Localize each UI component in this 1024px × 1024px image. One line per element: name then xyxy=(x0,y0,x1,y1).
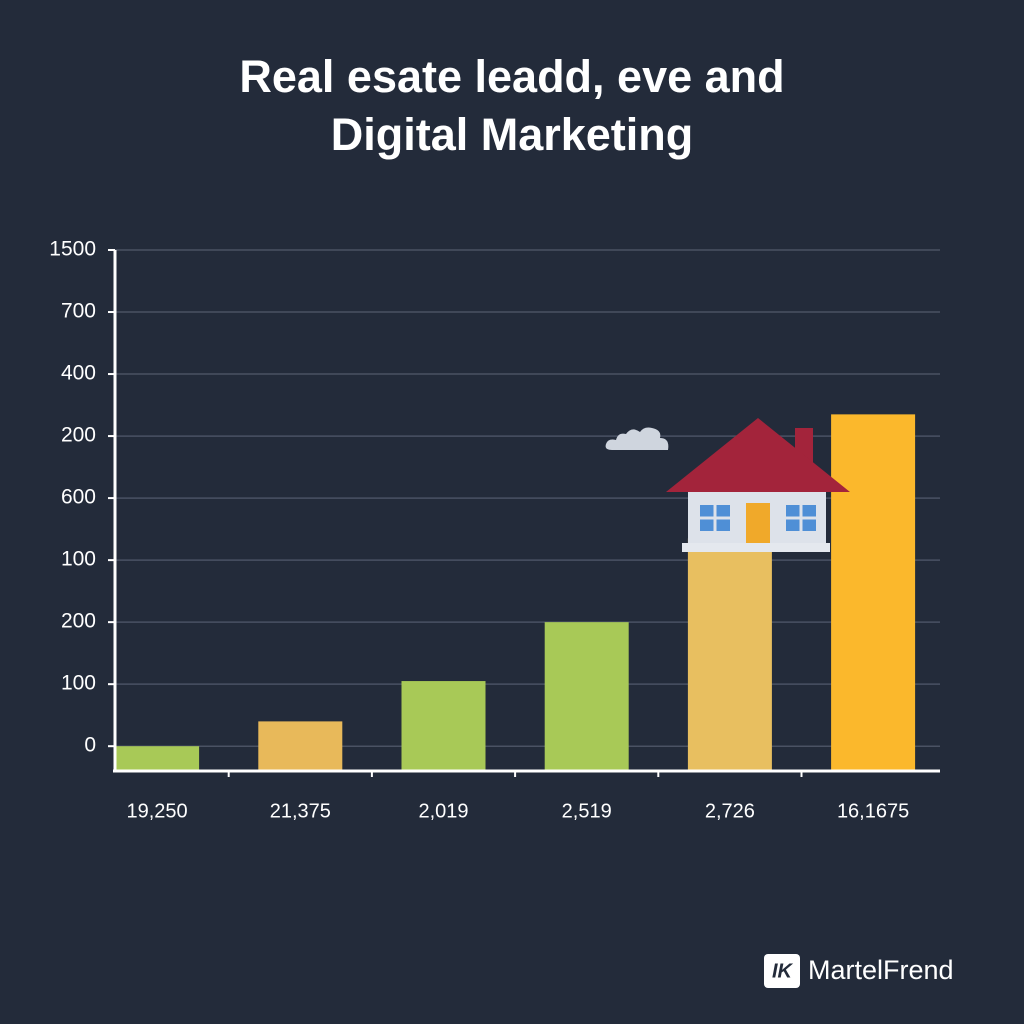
bar xyxy=(115,746,200,771)
x-tick-label: 2,519 xyxy=(562,800,612,822)
house xyxy=(605,418,850,552)
bar xyxy=(544,622,629,771)
bars xyxy=(115,414,916,771)
logo-name: MartelFrend xyxy=(808,955,954,985)
y-tick-label: 200 xyxy=(61,610,96,633)
y-tick-label: 200 xyxy=(61,424,96,447)
grid xyxy=(115,249,940,747)
y-tick-label: 400 xyxy=(61,362,96,385)
y-tick-label: 0 xyxy=(84,734,96,757)
logo-icon xyxy=(764,954,800,988)
y-tick-label: 100 xyxy=(61,672,96,695)
y-tick-label: 100 xyxy=(61,548,96,571)
cloud xyxy=(605,427,669,450)
x-tick-label: 2,726 xyxy=(705,800,755,822)
roof xyxy=(666,418,850,492)
bar xyxy=(401,681,486,771)
y-tick-label: 700 xyxy=(61,300,96,323)
bar xyxy=(258,721,343,771)
door xyxy=(746,503,770,543)
x-tick-label: 2,019 xyxy=(418,800,468,822)
axes: 1500 700 400 200 600 100 200 100 0 19,250 21,375 2,… xyxy=(49,238,940,822)
ledge xyxy=(682,543,830,552)
bar xyxy=(831,414,916,771)
bar xyxy=(687,538,772,771)
x-tick-label: 19,250 xyxy=(127,800,188,822)
y-tick-label: 1500 xyxy=(49,238,96,261)
chart-title: Real esate leadd, eve and Digital Market… xyxy=(239,51,785,160)
x-tick-label: 21,375 xyxy=(270,800,331,822)
logo-icon-text: IK xyxy=(772,960,794,982)
x-tick-label: 16,1675 xyxy=(837,800,909,822)
y-tick-label: 600 xyxy=(61,486,96,509)
